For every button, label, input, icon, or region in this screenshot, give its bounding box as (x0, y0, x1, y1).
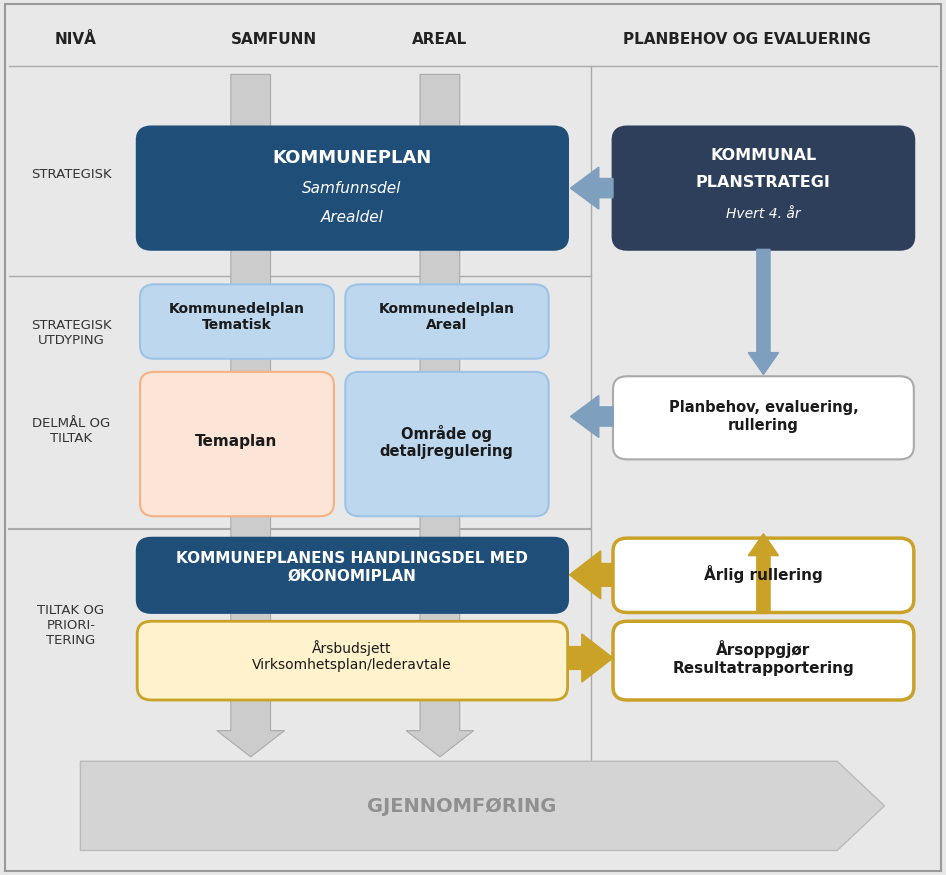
Text: SAMFUNN: SAMFUNN (231, 31, 318, 47)
FancyBboxPatch shape (345, 372, 549, 516)
Text: KOMMUNAL: KOMMUNAL (710, 148, 816, 164)
Text: DELMÅL OG
TILTAK: DELMÅL OG TILTAK (32, 416, 110, 444)
Text: PLANSTRATEGI: PLANSTRATEGI (696, 174, 831, 190)
Text: AREAL: AREAL (412, 31, 467, 47)
Text: Samfunnsdel: Samfunnsdel (302, 180, 402, 196)
Polygon shape (80, 761, 885, 850)
Text: Område og
detaljregulering: Område og detaljregulering (379, 424, 514, 459)
Text: Planbehov, evaluering,
rullering: Planbehov, evaluering, rullering (669, 400, 858, 433)
FancyBboxPatch shape (137, 127, 568, 249)
FancyArrow shape (570, 396, 613, 438)
FancyBboxPatch shape (140, 372, 334, 516)
Text: Arealdel: Arealdel (321, 209, 383, 225)
Text: Kommunedelplan
Tematisk: Kommunedelplan Tematisk (168, 302, 305, 332)
Text: PLANBEHOV OG EVALUERING: PLANBEHOV OG EVALUERING (623, 31, 871, 47)
Text: NIVÅ: NIVÅ (55, 31, 96, 47)
Text: KOMMUNEPLAN: KOMMUNEPLAN (272, 149, 431, 166)
FancyArrow shape (748, 249, 779, 374)
FancyBboxPatch shape (140, 284, 334, 359)
FancyBboxPatch shape (345, 284, 549, 359)
Text: STRATEGISK: STRATEGISK (30, 169, 112, 181)
Text: KOMMUNEPLANENS HANDLINGSDEL MED
ØKONOMIPLAN: KOMMUNEPLANENS HANDLINGSDEL MED ØKONOMIP… (176, 550, 528, 584)
Text: GJENNOMFØRING: GJENNOMFØRING (367, 797, 556, 816)
FancyArrow shape (569, 551, 613, 599)
FancyBboxPatch shape (613, 621, 914, 700)
FancyBboxPatch shape (613, 127, 914, 249)
FancyArrow shape (569, 634, 613, 682)
FancyBboxPatch shape (613, 376, 914, 459)
FancyBboxPatch shape (613, 538, 914, 612)
Text: STRATEGISK
UTDYPING: STRATEGISK UTDYPING (30, 318, 112, 346)
Text: Årsoppgjør
Resultatrapportering: Årsoppgjør Resultatrapportering (673, 640, 854, 676)
Polygon shape (406, 74, 474, 757)
FancyArrow shape (748, 534, 779, 612)
Polygon shape (217, 74, 285, 757)
Text: Årlig rullering: Årlig rullering (704, 565, 823, 583)
Text: Kommunedelplan
Areal: Kommunedelplan Areal (378, 302, 515, 332)
Text: TILTAK OG
PRIORI-
TERING: TILTAK OG PRIORI- TERING (38, 604, 104, 648)
FancyBboxPatch shape (137, 621, 568, 700)
FancyArrow shape (570, 167, 613, 209)
Text: Temaplan: Temaplan (195, 434, 278, 450)
FancyBboxPatch shape (137, 538, 568, 612)
Text: Årsbudsjett
Virksomhetsplan/lederavtale: Årsbudsjett Virksomhetsplan/lederavtale (252, 640, 452, 672)
Text: Hvert 4. år: Hvert 4. år (727, 207, 800, 221)
